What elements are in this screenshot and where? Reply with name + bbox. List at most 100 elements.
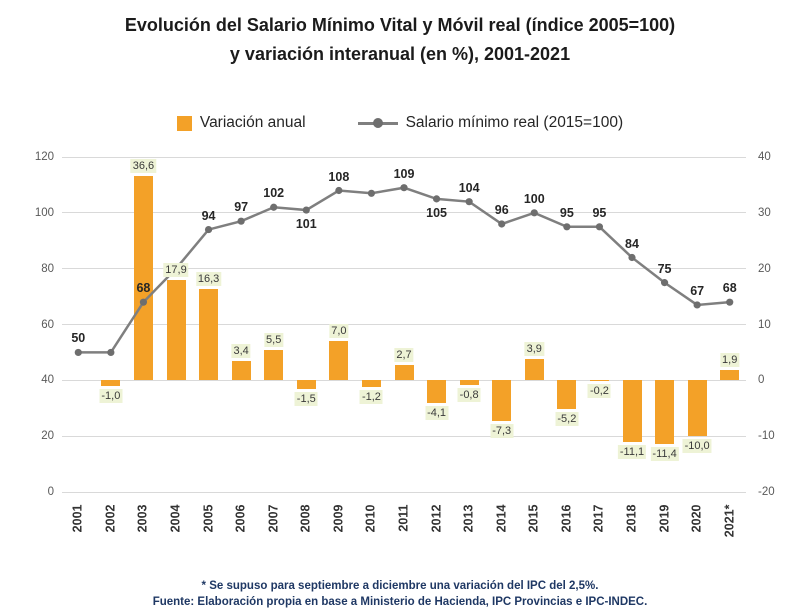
line-label-2012: 105	[426, 205, 447, 220]
y-axis-tick-right-40: 40	[758, 151, 771, 163]
y-axis-tick-left-100: 100	[34, 206, 54, 219]
x-axis-label-2018: 2018	[624, 504, 639, 533]
bar-label-2019: -11,4	[650, 446, 679, 461]
bar-label-2020: -10,0	[682, 439, 712, 454]
bar-label-2002: -1,0	[99, 388, 123, 403]
line-point-2006	[237, 217, 245, 225]
footnote-source: Fuente: Elaboración propia en base a Min…	[152, 596, 648, 608]
bar-2011	[394, 365, 414, 381]
y-axis-tick-right--20: -20	[758, 486, 775, 498]
x-axis-label-2001: 2001	[70, 504, 85, 533]
bar-2009	[329, 341, 349, 381]
bar-label-2009: 7,0	[329, 324, 349, 339]
bar-label-2016: -5,2	[555, 412, 579, 427]
line-point-2014	[498, 220, 506, 228]
line-label-2006: 97	[234, 200, 249, 215]
y-axis-tick-left-0: 0	[47, 486, 54, 498]
bar-series-swatch-icon	[176, 115, 192, 131]
bar-2016	[557, 380, 577, 410]
line-label-2008: 101	[295, 217, 317, 232]
line-point-2002	[107, 348, 115, 357]
line-point-2008	[302, 206, 310, 214]
bar-2008	[296, 380, 316, 389]
chart-title-line1: Evolución del Salario Mínimo Vital y Móv…	[124, 15, 676, 35]
x-axis-label-2015: 2015	[526, 504, 541, 533]
legend-label-salario-minimo: Salario mínimo real (2015=100)	[405, 114, 624, 131]
bar-label-2012: -4,1	[425, 406, 449, 421]
x-axis-label-2019: 2019	[657, 504, 672, 533]
y-axis-tick-right-0: 0	[758, 374, 765, 387]
bar-2003	[133, 175, 153, 381]
bar-2018	[622, 380, 642, 443]
footnote-asterisk: * Se supuso para septiembre a diciembre …	[201, 580, 599, 592]
line-point-2001	[74, 348, 82, 357]
bar-2019	[655, 380, 675, 444]
x-axis-label-2002: 2002	[103, 504, 118, 533]
x-axis-label-2004: 2004	[168, 504, 183, 533]
x-axis-label-2008: 2008	[298, 504, 313, 533]
bar-label-2006: 3,4	[231, 344, 251, 359]
line-point-2016	[563, 223, 571, 231]
line-point-2013	[465, 198, 473, 206]
grid-line	[62, 156, 746, 158]
line-point-2010	[367, 189, 376, 197]
legend-label-variacion-anual: Variación anual	[199, 114, 306, 131]
bar-2020	[687, 380, 707, 437]
bar-2012	[427, 380, 447, 404]
x-axis-label-2010: 2010	[363, 504, 378, 533]
line-label-2015: 100	[523, 191, 545, 206]
bar-2013	[459, 380, 479, 385]
bar-label-2013: -0,8	[457, 387, 481, 402]
bar-label-2017: -0,2	[587, 384, 611, 399]
line-point-2017	[595, 223, 604, 231]
bar-2004	[166, 280, 186, 381]
bar-label-2007: 5,5	[264, 332, 284, 347]
bar-label-2010: -1,2	[359, 390, 383, 405]
line-label-2017: 95	[592, 205, 607, 220]
line-point-2018	[628, 253, 636, 262]
x-axis-label-2012: 2012	[429, 504, 444, 533]
line-label-2005: 94	[201, 208, 216, 223]
bar-2002	[101, 380, 121, 386]
bar-2010	[361, 380, 381, 388]
legend-item-salario-minimo: Salario mínimo real (2015=100)	[357, 114, 624, 132]
y-axis-tick-right-20: 20	[758, 262, 771, 275]
line-point-2019	[660, 279, 669, 287]
x-axis-label-2006: 2006	[233, 504, 248, 533]
legend-item-variacion-anual: Variación anual	[176, 114, 306, 132]
y-axis-tick-right--10: -10	[758, 430, 775, 443]
y-axis-tick-left-60: 60	[41, 318, 54, 331]
x-axis-label-2011: 2011	[396, 504, 411, 532]
y-axis-tick-left-80: 80	[41, 262, 54, 275]
bar-label-2015: 3,9	[524, 341, 544, 356]
line-label-2016: 95	[559, 205, 574, 220]
line-label-2014: 96	[494, 203, 509, 217]
bar-2006	[231, 361, 251, 381]
line-label-2011: 109	[393, 166, 415, 181]
bar-label-2004: 17,9	[163, 263, 189, 278]
line-label-2018: 84	[625, 236, 639, 251]
grid-line	[62, 324, 746, 325]
x-axis-label-2017: 2017	[591, 504, 606, 533]
line-label-2007: 102	[263, 186, 285, 201]
line-label-2001: 50	[71, 331, 86, 346]
grid-line	[62, 212, 746, 214]
line-point-2015	[530, 209, 538, 217]
x-axis-label-2013: 2013	[461, 504, 476, 533]
bar-2014	[492, 380, 512, 422]
line-label-2009: 108	[328, 169, 350, 184]
x-axis-label-2007: 2007	[266, 504, 281, 533]
x-axis-label-2009: 2009	[331, 504, 346, 533]
line-label-2019: 75	[657, 261, 672, 276]
y-axis-tick-left-40: 40	[41, 374, 54, 387]
line-swatch-marker	[372, 118, 383, 128]
line-label-2003: 68	[136, 281, 151, 296]
x-axis-label-2021*: 2021*	[722, 504, 737, 538]
line-point-2005	[204, 225, 213, 234]
bar-2005	[199, 289, 219, 381]
bar-label-2008: -1,5	[294, 391, 318, 406]
line-label-2021*: 68	[722, 281, 737, 296]
bar-label-2021*: 1,9	[720, 352, 740, 367]
chart-legend: Variación anual Salario mínimo real (201…	[0, 114, 800, 132]
